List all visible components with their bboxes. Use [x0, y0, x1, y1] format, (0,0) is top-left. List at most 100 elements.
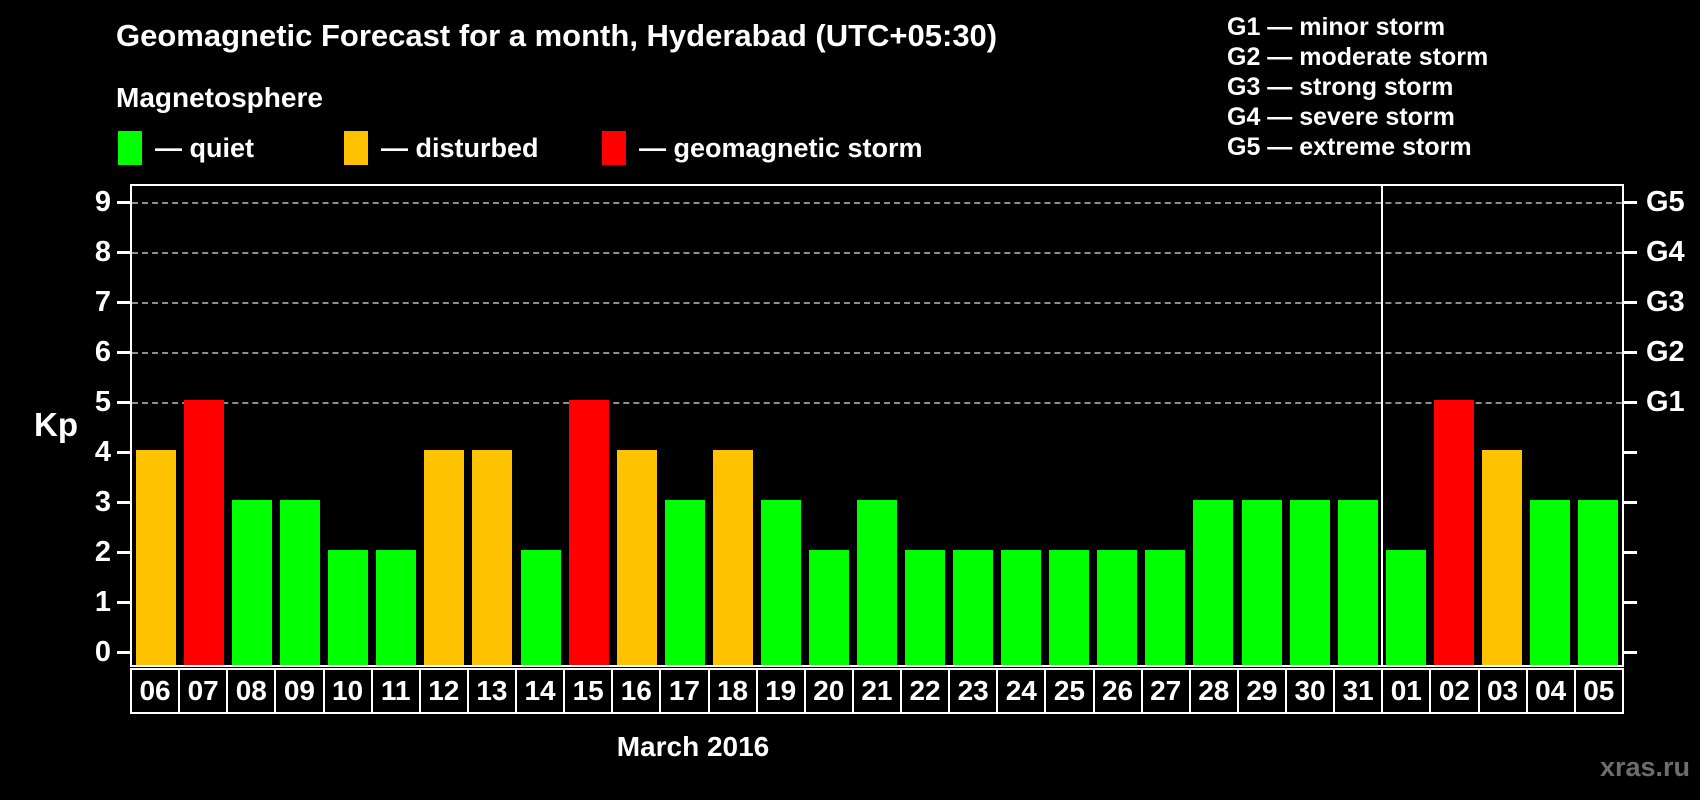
- bar-19: [760, 500, 801, 665]
- day-label-27: 27: [1140, 668, 1191, 714]
- y-tick-label-5: 5: [94, 386, 111, 418]
- bar-09: [280, 500, 321, 665]
- storm-scale-g4: G4 — severe storm: [1227, 103, 1455, 131]
- y-tick-label-0: 0: [94, 636, 111, 668]
- plot-area: [130, 184, 1624, 667]
- bar-13: [472, 450, 513, 665]
- day-label-26: 26: [1092, 668, 1143, 714]
- bar-18: [712, 450, 753, 665]
- day-label-19: 19: [755, 668, 806, 714]
- legend-item-disturbed: — disturbed: [344, 129, 539, 167]
- chart-subtitle: Magnetosphere: [116, 82, 323, 113]
- day-label-29: 29: [1236, 668, 1287, 714]
- x-axis-label: March 2016: [616, 731, 770, 762]
- y-tick-label-1: 1: [94, 586, 111, 618]
- y-axis-label: Kp: [34, 406, 78, 443]
- x-axis-day-row: 06 07 08 09 10 11 12 13 14 15 16 17 18 19 20 21 22 23 24 25…: [130, 668, 1624, 714]
- day-label-30: 30: [1285, 668, 1336, 714]
- y-tick-right-6: [1624, 351, 1637, 354]
- day-label-11: 11: [370, 668, 421, 714]
- y-tick-left-1: [117, 601, 130, 604]
- y-tick-right-7: [1624, 301, 1637, 304]
- bar-22: [905, 550, 946, 665]
- day-label-08: 08: [226, 668, 277, 714]
- bar-26: [1097, 550, 1138, 665]
- day-label-07: 07: [178, 668, 229, 714]
- gridline-kp-5: [132, 402, 1622, 404]
- bar-16: [616, 450, 657, 665]
- gridline-kp-7: [132, 302, 1622, 304]
- y-tick-label-4: 4: [94, 436, 111, 468]
- right-axis-label-G5: G5: [1646, 186, 1685, 218]
- bar-06: [136, 450, 177, 665]
- right-axis-label-G2: G2: [1646, 336, 1685, 368]
- y-tick-label-3: 3: [94, 486, 111, 518]
- y-tick-label-6: 6: [94, 336, 111, 368]
- bar-02: [1433, 400, 1474, 665]
- day-label-25: 25: [1044, 668, 1095, 714]
- day-label-06: 06: [130, 668, 181, 714]
- bar-11: [376, 550, 417, 665]
- y-tick-label-7: 7: [94, 286, 111, 318]
- watermark: xras.ru: [1599, 752, 1690, 782]
- gridline-kp-8: [132, 252, 1622, 254]
- y-tick-label-8: 8: [94, 236, 111, 268]
- storm-scale-g2: G2 — moderate storm: [1227, 43, 1489, 71]
- storm-scale-g1: G1 — minor storm: [1227, 13, 1446, 41]
- y-tick-left-0: [117, 651, 130, 654]
- storm-scale-g5: G5 — extreme storm: [1227, 133, 1472, 161]
- right-axis-label-G1: G1: [1646, 386, 1685, 418]
- y-tick-left-2: [117, 551, 130, 554]
- day-label-13: 13: [466, 668, 517, 714]
- storm-swatch-icon: [602, 131, 626, 165]
- storm-scale-g3: G3 — strong storm: [1227, 73, 1454, 101]
- gridline-kp-6: [132, 352, 1622, 354]
- y-tick-left-3: [117, 501, 130, 504]
- right-axis-label-G3: G3: [1646, 286, 1685, 318]
- day-label-01: 01: [1381, 668, 1432, 714]
- chart-title: Geomagnetic Forecast for a month, Hydera…: [116, 18, 998, 53]
- bar-28: [1193, 500, 1234, 665]
- bar-27: [1145, 550, 1186, 665]
- day-label-04: 04: [1525, 668, 1576, 714]
- day-label-05: 05: [1573, 668, 1624, 714]
- y-tick-left-7: [117, 301, 130, 304]
- bar-24: [1001, 550, 1042, 665]
- day-label-14: 14: [515, 668, 566, 714]
- bar-23: [953, 550, 994, 665]
- y-tick-left-9: [117, 201, 130, 204]
- y-tick-label-2: 2: [94, 536, 111, 568]
- bar-05: [1577, 500, 1618, 665]
- y-tick-right-4: [1624, 451, 1637, 454]
- y-tick-left-5: [117, 401, 130, 404]
- day-label-09: 09: [274, 668, 325, 714]
- gridline-kp-9: [132, 202, 1622, 204]
- day-label-31: 31: [1333, 668, 1384, 714]
- bar-15: [568, 400, 609, 665]
- day-label-02: 02: [1429, 668, 1480, 714]
- y-tick-right-2: [1624, 551, 1637, 554]
- disturbed-swatch-icon: [344, 131, 368, 165]
- bar-29: [1241, 500, 1282, 665]
- bar-20: [808, 550, 849, 665]
- right-axis-label-G4: G4: [1646, 236, 1685, 268]
- bar-07: [184, 400, 225, 665]
- y-tick-left-6: [117, 351, 130, 354]
- bar-12: [424, 450, 465, 665]
- bar-31: [1337, 500, 1378, 665]
- y-tick-right-9: [1624, 201, 1637, 204]
- bar-25: [1049, 550, 1090, 665]
- legend-item-quiet: — quiet: [118, 129, 254, 167]
- day-label-20: 20: [803, 668, 854, 714]
- day-label-28: 28: [1188, 668, 1239, 714]
- day-label-18: 18: [707, 668, 758, 714]
- legend-label-geomagnetic-storm: — geomagnetic storm: [639, 132, 923, 163]
- bar-04: [1529, 500, 1570, 665]
- bar-14: [520, 550, 561, 665]
- day-label-10: 10: [322, 668, 373, 714]
- legend-label-quiet: — quiet: [155, 132, 254, 163]
- y-tick-label-9: 9: [94, 186, 111, 218]
- day-label-22: 22: [900, 668, 951, 714]
- y-tick-right-3: [1624, 501, 1637, 504]
